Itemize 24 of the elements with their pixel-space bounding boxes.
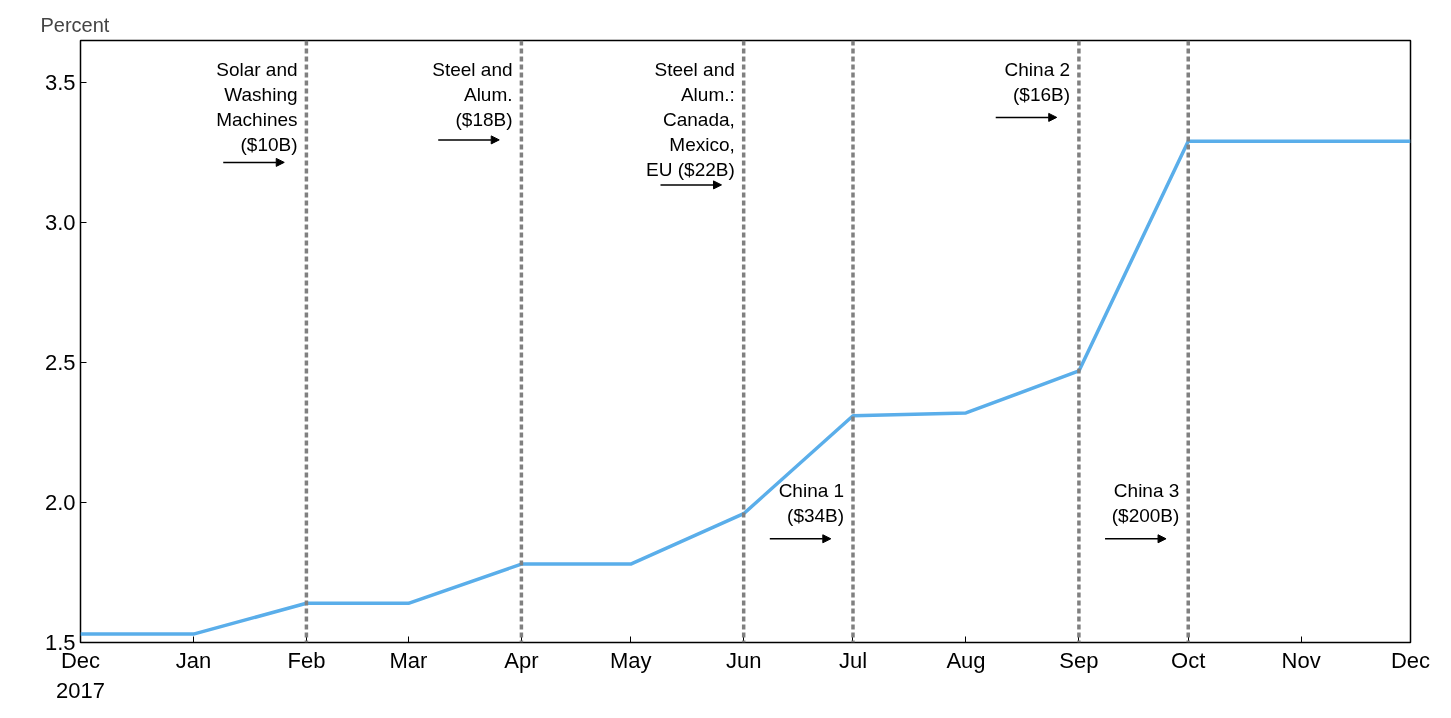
ref-line-label: China 3 ($200B) (1111, 479, 1180, 527)
x-tick-label: Mar (389, 647, 428, 673)
line-series (80, 139, 1411, 636)
x-tick-label: Aug (946, 647, 986, 673)
x-tick-label: May (609, 647, 652, 673)
y-tick-label: 3.5 (44, 70, 76, 95)
x-tick-label: Dec (1390, 647, 1431, 673)
x-tick-label: Oct (1171, 647, 1206, 673)
y-axis-title: Percent (40, 13, 110, 36)
x-tick-label: Feb (287, 647, 326, 673)
x-tick-label: Sep (1059, 647, 1099, 673)
x-tick-label: Nov (1281, 647, 1321, 673)
x-tick-label: Jun (725, 647, 762, 673)
ref-line-label: Steel and Alum. ($18B) (432, 58, 513, 130)
x-tick-label: Jul (838, 647, 868, 673)
ref-line-label: Steel and Alum.: Canada, Mexico, EU ($22B) (646, 58, 735, 181)
y-tick-label: 2.5 (44, 350, 76, 375)
ref-line-label: China 2 ($16B) (1004, 58, 1071, 105)
x-tick-label: Jan (175, 647, 212, 673)
y-tick-label: 3.0 (44, 210, 76, 235)
x-tick-label: Apr (504, 647, 539, 673)
y-tick-label: 2.0 (44, 490, 76, 515)
ref-line-label: China 1 ($34B) (778, 479, 845, 527)
ref-line-label: Solar and Washing Machines ($10B) (216, 58, 298, 156)
